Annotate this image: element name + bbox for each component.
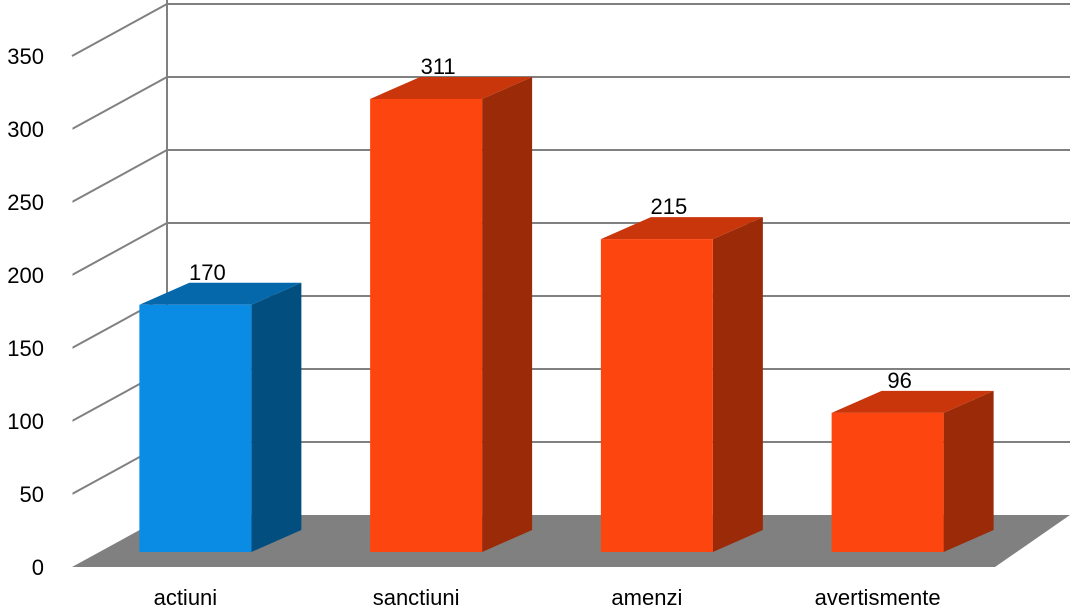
bar-front-face — [831, 412, 944, 552]
data-label: 170 — [189, 260, 226, 285]
side-gridline — [71, 76, 168, 130]
bar-front-face — [139, 304, 252, 552]
side-gridline — [71, 3, 168, 57]
bar-top-face — [370, 76, 533, 99]
bars: 170 311 215 96 — [139, 54, 994, 552]
bar-actiuni: 170 — [139, 260, 302, 552]
bar-amenzi: 215 — [600, 194, 763, 552]
category-label: actiuni — [154, 585, 218, 610]
bar-top-face — [600, 217, 763, 240]
data-label: 311 — [421, 54, 456, 79]
bar-side-face — [943, 390, 994, 552]
floor-plane — [72, 515, 1070, 567]
bar-side-face — [712, 217, 763, 552]
y-tick-label: 100 — [7, 409, 44, 434]
y-tick-label: 0 — [32, 555, 44, 580]
x-axis-labels: actiuni sanctiuni amenzi avertismente — [154, 585, 941, 610]
bar-front-face — [600, 239, 713, 552]
bar-front-face — [370, 98, 483, 552]
y-axis-ticks: 0 50 100 150 200 250 300 350 — [7, 44, 44, 580]
category-label: sanctiuni — [373, 585, 460, 610]
chart-floor — [72, 515, 1070, 567]
data-label: 215 — [651, 194, 688, 219]
category-label: avertismente — [815, 585, 941, 610]
y-tick-label: 50 — [20, 482, 44, 507]
side-gridline — [71, 222, 168, 276]
category-label: amenzi — [611, 585, 682, 610]
bar-top-face — [139, 282, 302, 305]
y-tick-label: 350 — [7, 44, 44, 69]
bar-top-face — [831, 390, 994, 413]
side-gridline — [71, 149, 168, 203]
bar-side-face — [482, 76, 533, 552]
y-tick-label: 200 — [7, 263, 44, 288]
data-label: 96 — [887, 368, 911, 393]
bar-side-face — [251, 282, 302, 552]
bar-sanctiuni: 311 — [370, 54, 533, 552]
y-tick-label: 150 — [7, 336, 44, 361]
bar-avertismente: 96 — [831, 368, 994, 552]
y-tick-label: 300 — [7, 117, 44, 142]
y-tick-label: 250 — [7, 190, 44, 215]
